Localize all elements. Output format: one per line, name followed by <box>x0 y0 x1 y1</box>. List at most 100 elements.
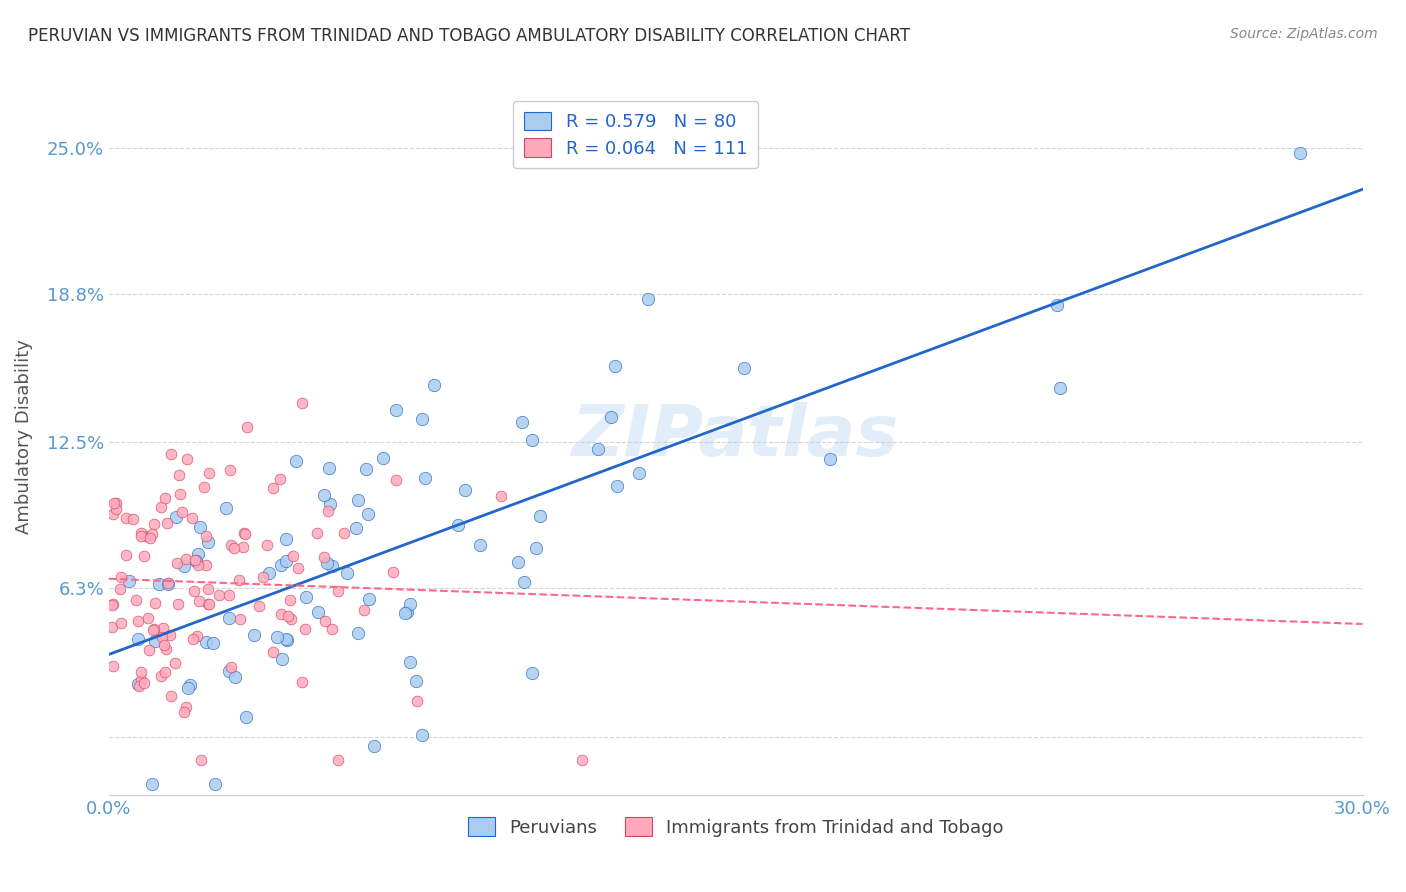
Point <box>187 558 209 573</box>
Point <box>190 753 212 767</box>
Point <box>276 633 298 648</box>
Point <box>173 558 195 573</box>
Text: PERUVIAN VS IMMIGRANTS FROM TRINIDAD AND TOBAGO AMBULATORY DISABILITY CORRELATIO: PERUVIAN VS IMMIGRANTS FROM TRINIDAD AND… <box>28 27 910 45</box>
Point <box>159 628 181 642</box>
Point <box>236 420 259 434</box>
Point <box>176 552 198 566</box>
Point <box>285 454 308 468</box>
Point <box>139 531 162 545</box>
Point <box>115 510 138 524</box>
Point <box>194 558 217 572</box>
Point <box>363 739 385 753</box>
Point <box>204 777 226 791</box>
Point <box>314 614 336 628</box>
Point <box>529 509 551 524</box>
Point <box>820 452 842 467</box>
Point <box>357 508 380 522</box>
Point <box>224 541 246 556</box>
Point <box>104 501 127 516</box>
Point <box>637 292 659 306</box>
Point <box>176 681 198 696</box>
Point <box>326 583 349 598</box>
Point <box>118 574 141 588</box>
Point <box>513 574 536 589</box>
Point <box>423 378 446 392</box>
Point <box>141 777 163 791</box>
Point <box>353 603 375 617</box>
Point <box>110 570 132 584</box>
Point <box>256 538 278 552</box>
Point <box>347 492 370 507</box>
Text: ZIPatlas: ZIPatlas <box>572 402 900 471</box>
Point <box>174 700 197 714</box>
Point <box>101 507 124 521</box>
Point <box>181 632 204 646</box>
Point <box>252 570 274 584</box>
Point <box>321 559 343 574</box>
Point <box>152 621 174 635</box>
Point <box>218 611 240 625</box>
Point <box>243 628 266 642</box>
Point <box>399 597 422 611</box>
Point <box>198 597 221 611</box>
Point <box>141 527 163 541</box>
Point <box>316 504 339 518</box>
Point <box>291 395 314 409</box>
Point <box>1289 145 1312 160</box>
Point <box>127 677 149 691</box>
Point <box>195 635 218 649</box>
Point <box>170 505 193 519</box>
Point <box>259 566 281 580</box>
Point <box>316 556 339 570</box>
Point <box>468 538 491 552</box>
Point <box>411 411 433 425</box>
Point <box>187 547 209 561</box>
Point <box>606 479 628 493</box>
Point <box>232 526 254 541</box>
Point <box>129 673 152 687</box>
Point <box>208 588 231 602</box>
Point <box>153 639 176 653</box>
Point <box>270 607 292 621</box>
Point <box>314 549 336 564</box>
Point <box>173 705 195 719</box>
Point <box>188 594 211 608</box>
Point <box>165 656 187 670</box>
Point <box>447 518 470 533</box>
Point <box>125 592 148 607</box>
Point <box>197 582 219 597</box>
Point <box>127 632 149 647</box>
Point <box>508 555 530 569</box>
Point <box>405 694 427 708</box>
Point <box>186 554 208 568</box>
Point <box>156 516 179 530</box>
Point <box>169 467 191 482</box>
Point <box>108 582 131 597</box>
Point <box>262 645 284 659</box>
Point <box>176 451 198 466</box>
Point <box>266 630 288 644</box>
Point <box>733 360 755 375</box>
Point <box>235 710 257 724</box>
Point <box>165 510 187 524</box>
Point <box>229 611 252 625</box>
Point <box>294 622 316 636</box>
Point <box>142 622 165 636</box>
Point <box>411 728 433 742</box>
Point <box>454 483 477 497</box>
Point <box>128 679 150 693</box>
Point <box>270 652 292 666</box>
Point <box>129 526 152 541</box>
Point <box>136 611 159 625</box>
Point <box>290 674 312 689</box>
Point <box>188 520 211 534</box>
Point <box>586 442 609 457</box>
Point <box>332 525 354 540</box>
Point <box>224 670 246 684</box>
Legend: Peruvians, Immigrants from Trinidad and Tobago: Peruvians, Immigrants from Trinidad and … <box>461 810 1011 844</box>
Point <box>110 616 132 631</box>
Point <box>197 467 219 481</box>
Point <box>134 549 156 563</box>
Point <box>218 664 240 678</box>
Point <box>371 450 394 465</box>
